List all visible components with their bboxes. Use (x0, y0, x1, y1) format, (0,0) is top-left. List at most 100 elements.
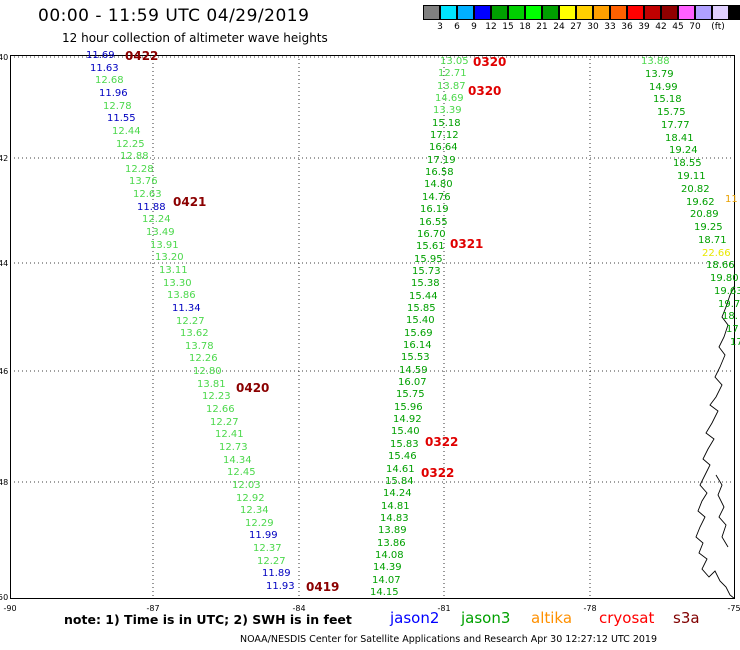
color-swatch (559, 5, 576, 20)
color-swatch (712, 5, 729, 20)
color-scale-label: 27 (570, 22, 582, 32)
wave-height-reading: 16.07 (398, 377, 427, 388)
wave-height-reading: 14.92 (393, 414, 422, 425)
wave-height-reading: 16.70 (417, 229, 446, 240)
wave-height-reading: 14.81 (381, 501, 410, 512)
color-swatch (729, 5, 740, 20)
wave-height-reading: 14.59 (399, 365, 428, 376)
map-canvas (10, 55, 735, 599)
footer-note: note: 1) Time is in UTC; 2) SWH is in fe… (64, 612, 352, 627)
wave-height-reading: 19.24 (669, 145, 698, 156)
color-swatch (593, 5, 610, 20)
wave-height-reading: 17.19 (427, 155, 456, 166)
lon-label-81: -81 (437, 604, 451, 613)
wave-height-reading: 16.14 (403, 340, 432, 351)
color-scale-label: 24 (553, 22, 565, 32)
color-scale-bar (423, 5, 740, 20)
color-scale-label: 3 (437, 22, 443, 32)
time-label-0320-a: 0320 (473, 55, 507, 69)
wave-height-reading: 13.91 (150, 240, 179, 251)
lat-label-44: 44 (0, 259, 9, 268)
color-scale-label: 30 (587, 22, 599, 32)
legend-s3a: s3a (673, 609, 700, 627)
wave-height-reading: 15.75 (396, 389, 425, 400)
wave-height-reading: 12.80 (193, 366, 222, 377)
color-scale-label: 39 (638, 22, 650, 32)
wave-height-reading: 13.39 (433, 105, 462, 116)
color-scale-label: 12 (485, 22, 497, 32)
wave-height-reading: 12.26 (189, 353, 218, 364)
wave-height-reading: 13.88 (641, 56, 670, 67)
wave-height-reading: 14.83 (380, 513, 409, 524)
coastline-inlet (715, 474, 729, 548)
color-swatch (508, 5, 525, 20)
wave-height-reading: 14.07 (372, 575, 401, 586)
lon-label-78: -78 (583, 604, 597, 613)
color-scale-label: 33 (604, 22, 616, 32)
wave-height-reading: 15.18 (432, 118, 461, 129)
wave-height-reading: 12.03 (232, 480, 261, 491)
wave-height-reading: 11.69 (86, 50, 115, 61)
color-scale-label: 6 (454, 22, 460, 32)
time-label-0320-b: 0320 (468, 84, 502, 98)
wave-height-reading: 12.27 (176, 316, 205, 327)
wave-height-reading: 18.41 (665, 133, 694, 144)
wave-height-reading: 11.63 (90, 63, 119, 74)
wave-height-reading: 19.7 (718, 299, 740, 310)
lon-label-87: -87 (146, 604, 160, 613)
time-label-0322-a: 0322 (425, 435, 459, 449)
wave-height-reading: 16.58 (425, 167, 454, 178)
wave-height-reading: 15.85 (407, 303, 436, 314)
wave-height-reading: 13.79 (645, 69, 674, 80)
wave-height-reading: 15.40 (391, 426, 420, 437)
wave-height-reading: 11.89 (262, 568, 291, 579)
wave-height-reading: 15.46 (388, 451, 417, 462)
wave-height-reading: 14.34 (223, 455, 252, 466)
wave-height-reading: 22.66 (702, 248, 731, 259)
wave-height-reading: 17.12 (430, 130, 459, 141)
wave-height-reading: 14.99 (649, 82, 678, 93)
wave-height-reading: 12.63 (133, 189, 162, 200)
wave-height-reading: 17 (730, 337, 740, 348)
legend-jason3: jason3 (461, 609, 511, 627)
map-frame (10, 55, 735, 599)
wave-height-reading: 11 (725, 194, 738, 205)
time-label-0422: 0422 (125, 49, 159, 63)
color-scale-label: 45 (672, 22, 684, 32)
wave-height-reading: 15.18 (653, 94, 682, 105)
wave-height-reading: 19.80 (710, 273, 739, 284)
wave-height-reading: 12.45 (227, 467, 256, 478)
color-scale-label: 9 (471, 22, 477, 32)
chart-subtitle: 12 hour collection of altimeter wave hei… (62, 31, 328, 45)
wave-height-reading: 11.55 (107, 113, 136, 124)
wave-height-reading: 13.30 (163, 278, 192, 289)
wave-height-reading: 12.29 (245, 518, 274, 529)
wave-height-reading: 11.34 (172, 303, 201, 314)
wave-height-reading: 20.89 (690, 209, 719, 220)
lat-label-50: 50 (0, 593, 9, 602)
legend-altika: altika (531, 609, 573, 627)
color-swatch (440, 5, 457, 20)
wave-height-reading: 15.38 (411, 278, 440, 289)
wave-height-reading: 13.05 (440, 56, 469, 67)
lat-label-48: 48 (0, 478, 9, 487)
wave-height-reading: 15.53 (401, 352, 430, 363)
wave-height-reading: 12.24 (142, 214, 171, 225)
wave-height-reading: 14.69 (435, 93, 464, 104)
wave-height-reading: 13.86 (167, 290, 196, 301)
wave-height-reading: 18. (722, 311, 738, 322)
color-scale-label: 15 (502, 22, 514, 32)
wave-height-reading: 12.34 (240, 505, 269, 516)
wave-height-reading: 12.78 (103, 101, 132, 112)
wave-height-reading: 11.96 (99, 88, 128, 99)
wave-height-reading: 20.82 (681, 184, 710, 195)
color-swatch (525, 5, 542, 20)
wave-height-reading: 11.93 (266, 581, 295, 592)
wave-height-reading: 16.19 (420, 204, 449, 215)
lon-label-84: -84 (292, 604, 306, 613)
wave-height-reading: 15.73 (412, 266, 441, 277)
lat-label-46: 46 (0, 367, 9, 376)
legend-cryosat: cryosat (599, 609, 655, 627)
wave-height-reading: 13.62 (180, 328, 209, 339)
wave-height-reading: 15.83 (390, 439, 419, 450)
